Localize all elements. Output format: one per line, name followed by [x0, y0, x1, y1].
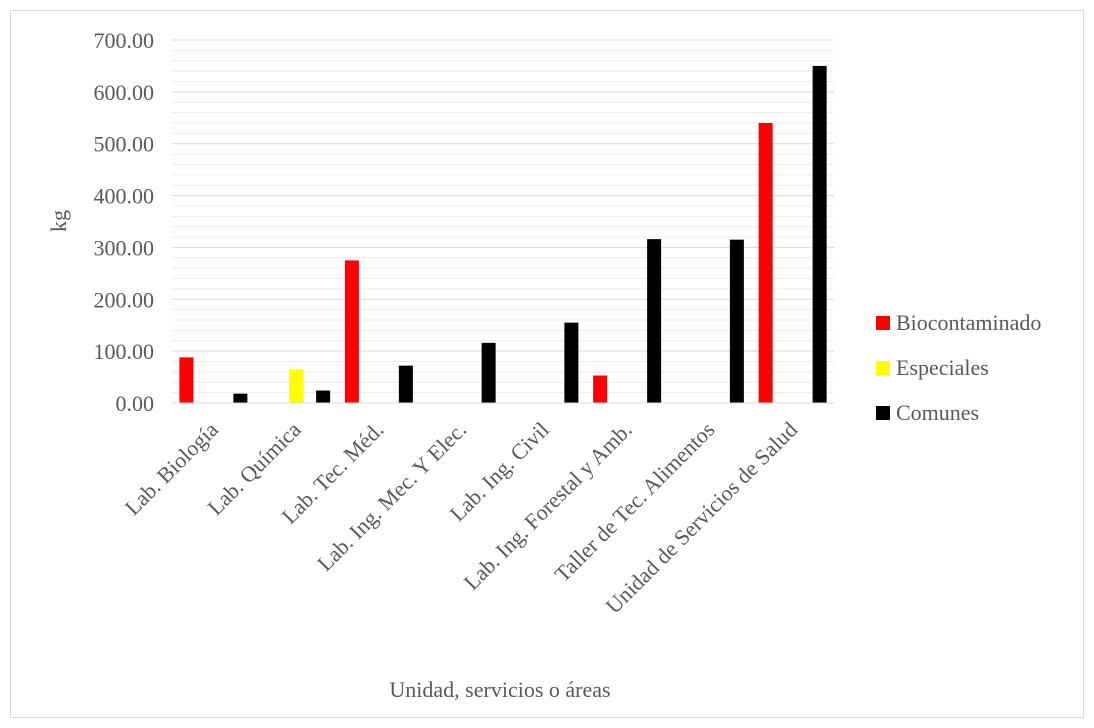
y-tick-label: 300.00: [94, 235, 155, 260]
bar-comunes-6: [729, 239, 744, 403]
bar-comunes-3: [481, 342, 496, 403]
bars: [179, 65, 827, 403]
x-category-label: Taller de Tec. Alimentos: [550, 417, 720, 587]
bar-comunes-7: [812, 65, 827, 403]
gridlines: [172, 39, 834, 394]
y-tick-label: 400.00: [94, 184, 155, 209]
bar-biocontaminado-7: [758, 122, 773, 403]
y-tick-label: 700.00: [94, 28, 155, 53]
legend-label-biocontaminado: Biocontaminado: [896, 310, 1041, 335]
y-axis-title: kg: [46, 210, 71, 232]
legend-swatch-especiales: [876, 361, 890, 375]
legend-label-especiales: Especiales: [896, 355, 989, 380]
legend: Biocontaminado Especiales Comunes: [876, 310, 1041, 425]
y-axis-ticks: 0.00 100.00 200.00 300.00 400.00 500.00 600.00…: [94, 28, 155, 416]
bar-biocontaminado-2: [344, 260, 359, 403]
x-axis-title: Unidad, servicios o áreas: [389, 677, 610, 702]
bar-comunes-4: [564, 322, 579, 403]
bar-comunes-1: [316, 390, 331, 403]
legend-swatch-comunes: [876, 406, 890, 420]
legend-label-comunes: Comunes: [896, 400, 979, 425]
bar-comunes-2: [398, 365, 413, 403]
y-tick-label: 600.00: [94, 80, 155, 105]
y-tick-label: 0.00: [116, 391, 155, 416]
y-tick-label: 200.00: [94, 287, 155, 312]
x-category-label: Lab. Ing. Forestal y Amb.: [459, 417, 637, 595]
bar-comunes-5: [647, 239, 662, 403]
bar-especiales-1: [289, 369, 304, 403]
legend-swatch-biocontaminado: [876, 316, 890, 330]
y-tick-label: 500.00: [94, 132, 155, 157]
x-category-label: Lab. Ing. Mec. Y Elec.: [312, 417, 471, 576]
y-tick-label: 100.00: [94, 339, 155, 364]
bar-comunes-0: [233, 393, 248, 403]
bar-biocontaminado-0: [179, 357, 194, 403]
bar-biocontaminado-5: [593, 375, 608, 403]
